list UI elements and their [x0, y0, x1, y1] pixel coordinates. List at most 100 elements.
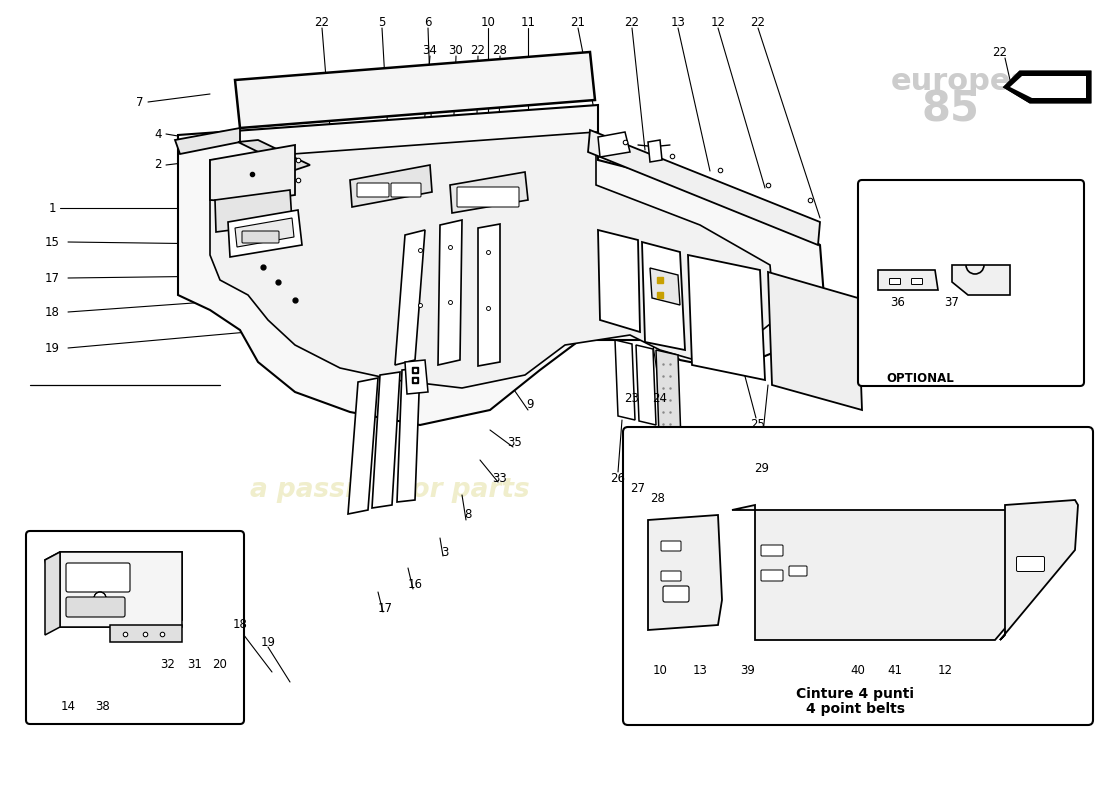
Polygon shape: [372, 372, 400, 508]
Text: 22: 22: [625, 15, 639, 29]
Text: 24: 24: [652, 391, 668, 405]
FancyBboxPatch shape: [66, 597, 125, 617]
Polygon shape: [348, 378, 378, 514]
Text: 4: 4: [154, 127, 162, 141]
FancyBboxPatch shape: [66, 563, 130, 592]
Text: 41: 41: [888, 663, 902, 677]
Text: 17: 17: [44, 271, 59, 285]
Polygon shape: [636, 345, 656, 425]
Polygon shape: [656, 350, 682, 470]
Polygon shape: [588, 130, 820, 245]
Text: 33: 33: [493, 471, 507, 485]
Text: 28: 28: [650, 491, 666, 505]
Text: 1: 1: [48, 202, 56, 214]
Polygon shape: [210, 145, 295, 202]
Polygon shape: [952, 265, 1010, 295]
Text: 18: 18: [232, 618, 248, 631]
FancyBboxPatch shape: [242, 231, 279, 243]
Text: 13: 13: [671, 15, 685, 29]
FancyBboxPatch shape: [390, 183, 421, 197]
Text: 11: 11: [520, 15, 536, 29]
Text: 7: 7: [136, 95, 144, 109]
Text: 85: 85: [921, 89, 979, 131]
Text: 22: 22: [471, 43, 485, 57]
FancyBboxPatch shape: [789, 566, 807, 576]
Text: 8: 8: [464, 509, 472, 522]
Polygon shape: [175, 128, 240, 154]
Text: 27: 27: [630, 482, 646, 494]
Text: 22: 22: [992, 46, 1008, 58]
Text: 10: 10: [481, 15, 495, 29]
Text: OPTIONAL: OPTIONAL: [887, 371, 954, 385]
Text: 21: 21: [571, 15, 585, 29]
Text: 39: 39: [740, 663, 756, 677]
Text: 25: 25: [750, 418, 766, 430]
FancyBboxPatch shape: [761, 570, 783, 581]
Polygon shape: [405, 360, 428, 394]
Text: 6: 6: [425, 15, 431, 29]
FancyBboxPatch shape: [661, 571, 681, 581]
FancyBboxPatch shape: [912, 278, 923, 285]
FancyBboxPatch shape: [456, 187, 519, 207]
Polygon shape: [397, 368, 420, 502]
Polygon shape: [648, 515, 722, 630]
Text: 4 point belts: 4 point belts: [805, 702, 904, 716]
Polygon shape: [235, 52, 595, 128]
Text: 40: 40: [850, 663, 866, 677]
Polygon shape: [615, 340, 635, 420]
Polygon shape: [450, 172, 528, 213]
Polygon shape: [648, 140, 662, 162]
Text: Cinture 4 punti: Cinture 4 punti: [796, 687, 914, 701]
FancyBboxPatch shape: [890, 278, 901, 285]
Text: 23: 23: [625, 391, 639, 405]
Text: 17: 17: [377, 602, 393, 614]
Text: 5: 5: [378, 15, 386, 29]
Polygon shape: [1010, 76, 1086, 98]
Text: 18: 18: [45, 306, 59, 318]
Text: 9: 9: [526, 398, 534, 411]
Text: 22: 22: [315, 15, 330, 29]
Polygon shape: [350, 165, 432, 207]
Polygon shape: [395, 230, 425, 365]
Text: 19: 19: [44, 342, 59, 354]
Text: 2: 2: [154, 158, 162, 171]
Text: 37: 37: [945, 295, 959, 309]
Text: 26: 26: [610, 471, 626, 485]
Text: 19: 19: [261, 635, 275, 649]
Text: 36: 36: [891, 295, 905, 309]
Text: 34: 34: [422, 43, 438, 57]
Text: 16: 16: [407, 578, 422, 591]
FancyBboxPatch shape: [858, 180, 1084, 386]
Polygon shape: [598, 132, 630, 157]
Text: 3: 3: [441, 546, 449, 558]
Polygon shape: [110, 625, 182, 642]
FancyBboxPatch shape: [663, 586, 689, 602]
Polygon shape: [650, 268, 680, 305]
Polygon shape: [1000, 500, 1078, 640]
Polygon shape: [732, 505, 1070, 640]
Text: 32: 32: [161, 658, 175, 671]
Polygon shape: [45, 552, 182, 627]
Polygon shape: [210, 132, 776, 388]
Polygon shape: [688, 255, 764, 380]
Text: europes: europes: [891, 67, 1030, 97]
Text: 22: 22: [750, 15, 766, 29]
Text: 31: 31: [188, 658, 202, 671]
Polygon shape: [878, 270, 938, 290]
Text: 28: 28: [493, 43, 507, 57]
Polygon shape: [598, 230, 640, 332]
Polygon shape: [768, 272, 862, 410]
FancyBboxPatch shape: [623, 427, 1093, 725]
Polygon shape: [1005, 72, 1090, 102]
Text: 35: 35: [507, 435, 522, 449]
Text: 10: 10: [652, 663, 668, 677]
FancyBboxPatch shape: [1016, 557, 1045, 571]
Text: 20: 20: [212, 658, 228, 671]
Polygon shape: [45, 552, 60, 635]
Polygon shape: [438, 220, 462, 365]
FancyBboxPatch shape: [661, 541, 681, 551]
Text: a passion for parts: a passion for parts: [250, 477, 530, 503]
Text: 29: 29: [755, 462, 770, 474]
FancyBboxPatch shape: [358, 183, 389, 197]
Polygon shape: [478, 224, 500, 366]
